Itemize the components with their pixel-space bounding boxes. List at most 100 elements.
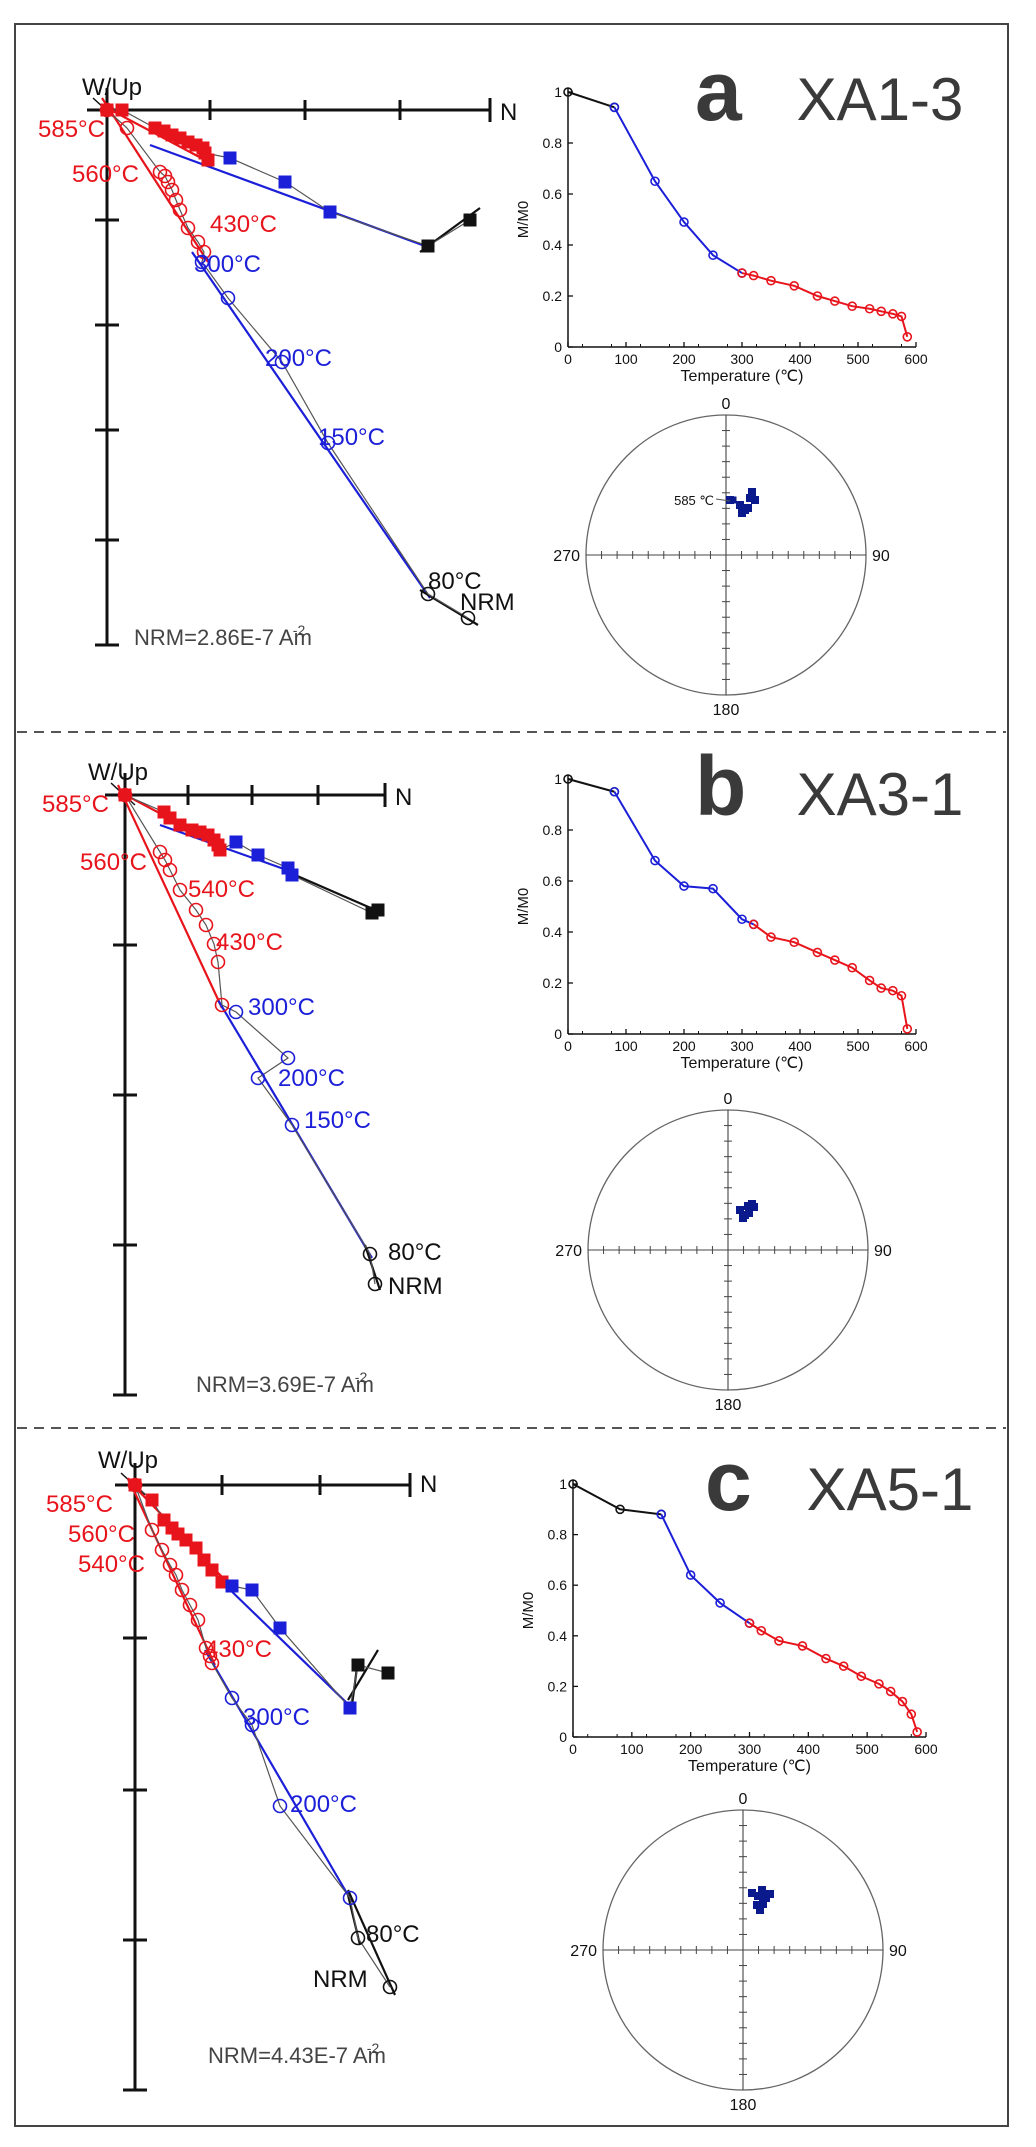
zij-north-label: N xyxy=(500,99,517,126)
zij-horizontal-point xyxy=(145,1493,159,1507)
stereonet-annotation: 585 ℃ xyxy=(674,493,714,508)
zij-vertical-point xyxy=(172,202,188,218)
zij-vertical-point xyxy=(460,610,476,626)
demag-y-tick-label: 1 xyxy=(554,84,562,100)
demag-y-tick-label: 0.4 xyxy=(543,237,563,253)
demag-data-point xyxy=(563,774,573,784)
stereonet-direction-point xyxy=(758,1886,766,1894)
demag-data-point xyxy=(864,975,875,986)
demag-data-point xyxy=(856,1671,867,1682)
stereonet-direction-point xyxy=(745,1209,753,1217)
demag-series-line-mid xyxy=(660,1513,751,1624)
demag-series-line-low xyxy=(567,91,615,109)
zij-vertical-point xyxy=(204,1655,220,1671)
stereonet-label-west: 270 xyxy=(555,1243,582,1260)
panel-letter: c xyxy=(705,1434,752,1528)
demag-data-point xyxy=(708,883,718,894)
stereonet-label-south: 180 xyxy=(715,1397,742,1414)
zij-vertical-point xyxy=(342,1890,358,1906)
stereonet-direction-point xyxy=(746,494,754,502)
zij-vertical-point xyxy=(194,254,210,270)
zij-vertical-point xyxy=(280,1050,296,1066)
zij-step-label: 200°C xyxy=(265,345,332,372)
demag-x-tick-label: 0 xyxy=(564,351,572,367)
zij-vertical-point xyxy=(154,1542,170,1558)
demag-x-axis-label: Temperature (℃) xyxy=(688,1758,811,1775)
zij-vertical-fit-line xyxy=(191,251,431,599)
zij-vertical-point xyxy=(180,220,196,236)
zij-horizontal-point xyxy=(179,1533,193,1547)
stereonet-direction-point xyxy=(729,496,737,504)
zij-horizontal-point xyxy=(198,146,212,160)
stereonet-direction-point xyxy=(759,1900,767,1908)
zij-vertical-fit-line xyxy=(117,784,223,1009)
demag-series-line-low xyxy=(572,1483,662,1516)
zij-step-label: 540°C xyxy=(188,876,255,903)
stereonet-label-north: 0 xyxy=(739,1791,748,1808)
stereonet-direction-point xyxy=(766,1890,774,1898)
demag-data-point xyxy=(864,303,875,314)
demag-x-tick-label: 400 xyxy=(788,1038,812,1054)
demag-y-tick-label: 0 xyxy=(554,1026,562,1042)
zij-vertical-point xyxy=(206,936,222,952)
demag-data-point xyxy=(838,1661,849,1671)
zij-step-label: 150°C xyxy=(318,424,385,451)
stereonet-direction-point xyxy=(744,504,752,512)
demag-data-point xyxy=(737,268,747,278)
demag-data-point xyxy=(821,1653,831,1664)
zij-vertical-point xyxy=(144,1522,160,1538)
stereonet-label-east: 90 xyxy=(889,1943,907,1960)
demag-data-point xyxy=(797,1641,808,1651)
zij-horizontal-point xyxy=(205,1563,219,1577)
zij-vertical-point xyxy=(214,997,230,1013)
zij-horizontal-point xyxy=(115,103,129,117)
zij-vertical-point xyxy=(152,844,168,860)
demag-data-point xyxy=(896,311,907,322)
demag-x-tick-label: 100 xyxy=(620,1741,644,1757)
zij-up-label: W/Up xyxy=(88,759,148,786)
zij-vertical-point xyxy=(117,787,133,803)
stereonet-label-east: 90 xyxy=(874,1243,892,1260)
panel-letter: b xyxy=(695,739,746,833)
zij-step-label: 150°C xyxy=(304,1107,371,1134)
demag-data-point xyxy=(876,306,887,317)
demag-data-point xyxy=(876,983,887,993)
stereonet-leader-line xyxy=(715,498,731,502)
demag-data-point xyxy=(748,919,759,930)
demag-data-point xyxy=(748,270,759,281)
stereonet-label-south: 180 xyxy=(713,702,740,719)
demag-data-point xyxy=(812,947,823,958)
zij-step-label: 430°C xyxy=(210,211,277,238)
zij-horizontal-path xyxy=(134,1484,389,1710)
zij-step-label: 560°C xyxy=(72,161,139,188)
zij-vertical-point xyxy=(284,1117,300,1133)
zij-vertical-point xyxy=(174,1582,190,1598)
zij-vertical-path xyxy=(106,109,469,619)
zij-vertical-point xyxy=(188,902,204,918)
stereonet-direction-point xyxy=(736,1206,744,1214)
demag-data-point xyxy=(766,275,776,286)
zij-vertical-point xyxy=(127,1477,143,1493)
zij-step-label: 300°C xyxy=(248,994,315,1021)
sample-name: XA1-3 xyxy=(797,66,964,133)
demag-data-point xyxy=(789,937,800,948)
demag-chart-c: 0 100 200 300 400 500 600 0 0.2 0.4 0.6 0.8 1 Tempera… xyxy=(520,1476,938,1775)
demag-data-point xyxy=(650,855,660,866)
demag-x-tick-label: 400 xyxy=(797,1741,821,1757)
zij-step-label: 80°C xyxy=(366,1921,420,1948)
demag-series-line-high xyxy=(753,923,909,1030)
demag-x-axis-label: Temperature (℃) xyxy=(681,1055,804,1072)
demag-data-point xyxy=(885,1686,896,1697)
zij-step-label: 300°C xyxy=(243,1704,310,1731)
zij-step-label: 80°C xyxy=(388,1239,442,1266)
zij-step-label: 560°C xyxy=(80,849,147,876)
zij-horizontal-point xyxy=(245,1583,259,1597)
zij-vertical-point xyxy=(190,1612,206,1628)
zij-vertical-path xyxy=(134,1484,391,1988)
zij-horizontal-point xyxy=(100,103,114,117)
demag-data-point xyxy=(774,1636,784,1646)
demag-data-point xyxy=(563,87,573,97)
zij-step-label: 200°C xyxy=(290,1791,357,1818)
zij-step-label: NRM xyxy=(460,589,515,616)
